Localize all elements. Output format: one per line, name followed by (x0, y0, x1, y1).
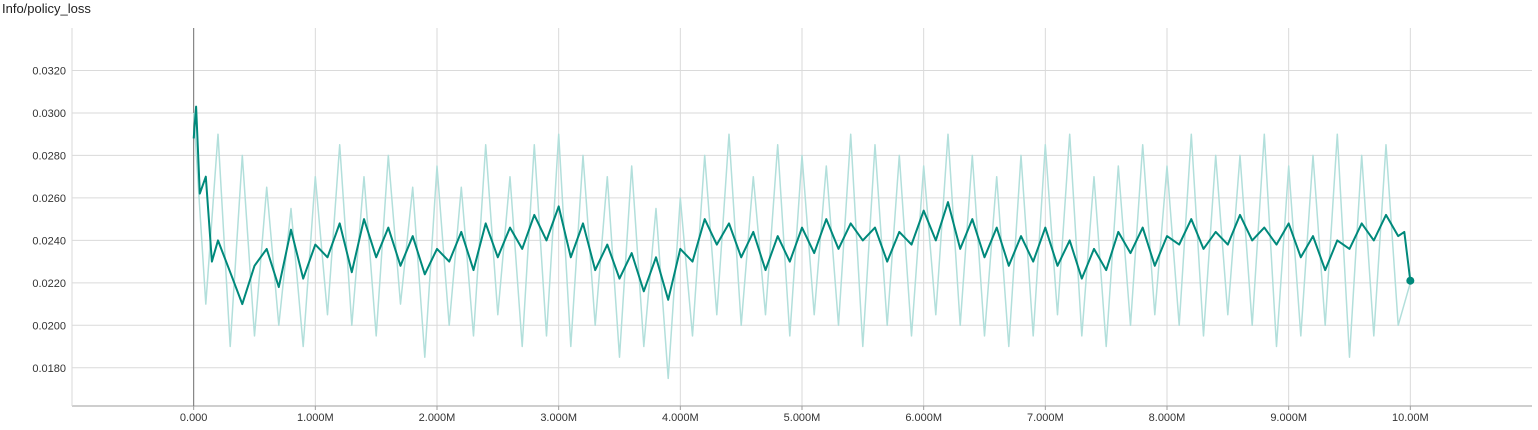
x-tick-label: 0.000 (180, 412, 208, 424)
x-tick-label: 4.000M (662, 412, 699, 424)
y-tick-label: 0.0180 (32, 363, 66, 375)
y-tick-label: 0.0300 (32, 108, 66, 120)
chart-title: Info/policy_loss (2, 1, 91, 16)
last-point-marker (1406, 276, 1415, 285)
y-tick-label: 0.0240 (32, 235, 66, 247)
grid-layer (72, 28, 1532, 406)
y-tick-label: 0.0260 (32, 193, 66, 205)
x-tick-label: 3.000M (540, 412, 577, 424)
x-tick-label: 8.000M (1149, 412, 1186, 424)
y-tick-label: 0.0280 (32, 150, 66, 162)
x-tick-label: 6.000M (905, 412, 942, 424)
x-tick-label: 7.000M (1027, 412, 1064, 424)
x-tick-label: 5.000M (784, 412, 821, 424)
axis-layer (71, 28, 1532, 410)
y-tick-label: 0.0320 (32, 65, 66, 77)
x-tick-label: 9.000M (1270, 412, 1307, 424)
y-tick-label: 0.0220 (32, 278, 66, 290)
y-tick-label: 0.0200 (32, 320, 66, 332)
smoothed-series-line (192, 105, 1412, 306)
x-tick-label: 1.000M (297, 412, 334, 424)
tick-label-layer: 0.0180 0.0200 0.0220 0.0240 0.0260 0.0280 0.03… (32, 65, 1428, 424)
x-tick-label: 2.000M (419, 412, 456, 424)
x-tick-label: 10.00M (1392, 412, 1429, 424)
smoothed-series-layer (192, 105, 1415, 306)
